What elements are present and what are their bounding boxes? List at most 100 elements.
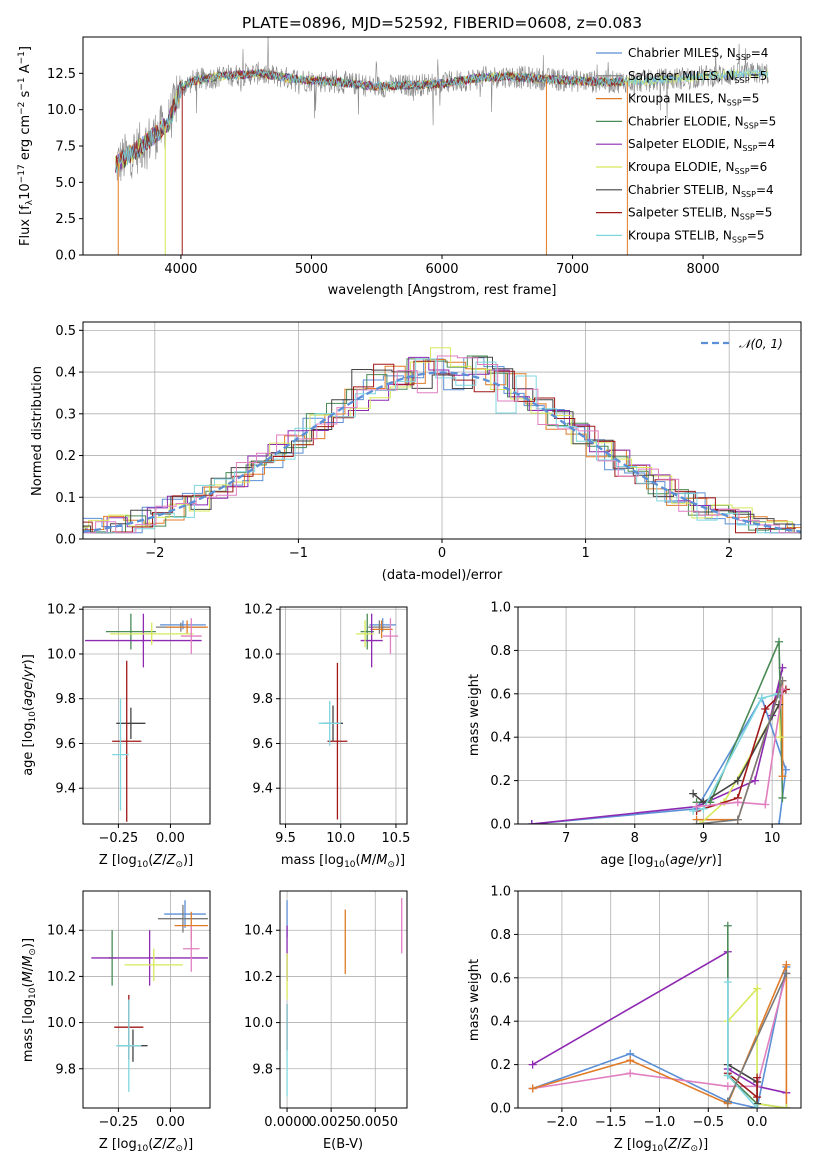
y-tick-label: 10.0 — [47, 103, 76, 118]
y-tick-label: 9.8 — [252, 1062, 273, 1077]
weight-marker — [723, 921, 732, 930]
weight-marker — [761, 704, 770, 713]
y-tick-label: 0.2 — [490, 1058, 511, 1073]
weight-marker — [775, 820, 784, 824]
weight-marker — [626, 1056, 635, 1065]
y-tick-label: 0.5 — [55, 324, 76, 339]
weight-marker — [723, 1082, 732, 1091]
legend-label: Salpeter STELIB, NSSP=5 — [628, 206, 772, 222]
x-tick-label: 0.0000 — [264, 1115, 310, 1130]
weight-vs-metallicity-panel: Z [log10(Z/Z⊙)] mass weight −2.0 −1.5 −1.0… — [467, 885, 802, 1154]
legend-label: Chabrier ELODIE, NSSP=5 — [628, 114, 776, 130]
x-tick-label: −0.5 — [693, 1115, 725, 1130]
weight-marker — [689, 806, 698, 815]
y-tick-label: 2.5 — [55, 212, 76, 227]
weight-line — [727, 973, 788, 1102]
age-vs-mass-panel: mass [log10(M/M⊙)] 9.5 10.0 10.5 9.4 9.6 9.8 1… — [244, 603, 410, 870]
x-tick-label: 4000 — [164, 262, 197, 277]
weight-marker — [692, 802, 701, 811]
weight-marker — [527, 820, 536, 824]
axes-frame — [82, 321, 802, 540]
y-tick-label: 0.4 — [490, 1015, 511, 1030]
axes-frame — [279, 890, 408, 1109]
plot-area — [83, 347, 801, 534]
y-tick-label: 10.4 — [47, 924, 76, 939]
weight-marker — [761, 800, 770, 809]
y-tick-label: 10.0 — [47, 1016, 76, 1031]
x-tick-label: 7 — [562, 831, 570, 846]
axes-frame — [82, 36, 802, 256]
weight-marker — [778, 676, 787, 685]
x-tick-label: −2 — [145, 546, 164, 561]
x-tick-label: 0.0025 — [308, 1115, 354, 1130]
axes-frame — [279, 606, 408, 825]
weight-marker — [733, 815, 742, 824]
weight-line — [693, 693, 780, 812]
massE-xlabel: E(B-V) — [323, 1137, 363, 1152]
y-tick-label: 10.0 — [244, 1016, 273, 1031]
weight-marker — [782, 1104, 791, 1108]
legend-label: 𝒩(0, 1) — [739, 337, 783, 351]
y-tick-label: 10.2 — [244, 603, 273, 618]
y-tick-label: 1.0 — [490, 601, 511, 616]
weight-marker — [696, 820, 705, 824]
x-tick-label: 0.0050 — [353, 1115, 399, 1130]
histogram-step — [83, 358, 798, 534]
weight-vs-age-panel: age [log10(age/yr)] mass weight 7 8 9 10 0.0… — [467, 601, 802, 870]
plot-area — [91, 900, 208, 1092]
legend-label: Chabrier STELIB, NSSP=4 — [628, 183, 774, 199]
x-tick-label: 0.0 — [747, 1115, 768, 1130]
y-tick-label: 0.2 — [55, 449, 76, 464]
figure-title: PLATE=0896, MJD=52592, FIBERID=0608, z=0… — [242, 14, 642, 32]
y-tick-label: 1.0 — [490, 885, 511, 900]
y-tick-label: 10.0 — [244, 647, 273, 662]
x-tick-label: −2.0 — [546, 1115, 578, 1130]
plot-area — [286, 897, 403, 1097]
y-tick-label: 9.4 — [55, 782, 76, 797]
x-tick-label: −1.0 — [644, 1115, 676, 1130]
y-tick-label: 9.8 — [55, 692, 76, 707]
weight-marker — [776, 733, 785, 742]
y-tick-label: 0.0 — [490, 818, 511, 833]
residuals-xlabel: (data-model)/error — [382, 568, 503, 583]
y-tick-label: 10.2 — [47, 603, 76, 618]
weight-marker — [689, 789, 698, 798]
plot-area — [527, 637, 790, 824]
weight-marker — [782, 969, 791, 978]
wAge-ylabel: mass weight — [467, 674, 482, 756]
y-tick-label: 0.0 — [490, 1102, 511, 1117]
weight-marker — [750, 776, 759, 785]
normal-curve — [83, 371, 801, 533]
legend-label: Kroupa STELIB, NSSP=5 — [628, 228, 765, 244]
weight-line — [531, 667, 784, 824]
y-tick-label: 10.4 — [244, 924, 273, 939]
residuals-panel: (data-model)/error Normed distribution −… — [30, 321, 802, 583]
weight-line — [727, 986, 787, 1108]
x-tick-label: 9.5 — [275, 831, 296, 846]
y-tick-label: 9.6 — [55, 737, 76, 752]
weight-marker — [528, 1084, 537, 1093]
x-tick-label: 10.5 — [381, 831, 410, 846]
x-tick-label: 8 — [631, 831, 639, 846]
y-tick-label: 10.0 — [47, 647, 76, 662]
x-tick-label: 5000 — [295, 262, 328, 277]
massZ-xlabel: Z [log10(Z/Z⊙)] — [99, 1137, 193, 1154]
spectrum-ylabel: Flux [fλ10−17 erg cm−2 s−1 A−1] — [17, 46, 35, 246]
x-tick-label: 8000 — [687, 262, 720, 277]
x-tick-label: 2 — [725, 546, 733, 561]
y-tick-label: 10.2 — [244, 970, 273, 985]
weight-line — [692, 704, 780, 804]
x-tick-label: −1.5 — [595, 1115, 627, 1130]
x-tick-label: 1 — [581, 546, 589, 561]
plot-area — [318, 613, 399, 820]
weight-marker — [733, 798, 742, 807]
weight-marker — [733, 776, 742, 785]
y-tick-label: 0.0 — [55, 249, 76, 264]
legend-label: Kroupa MILES, NSSP=5 — [628, 92, 759, 108]
y-tick-label: 10.2 — [47, 970, 76, 985]
weight-line — [696, 689, 784, 808]
y-tick-label: 0.6 — [490, 687, 511, 702]
weight-marker — [775, 700, 784, 709]
legend-label: Salpeter MILES, NSSP=5 — [628, 69, 767, 85]
